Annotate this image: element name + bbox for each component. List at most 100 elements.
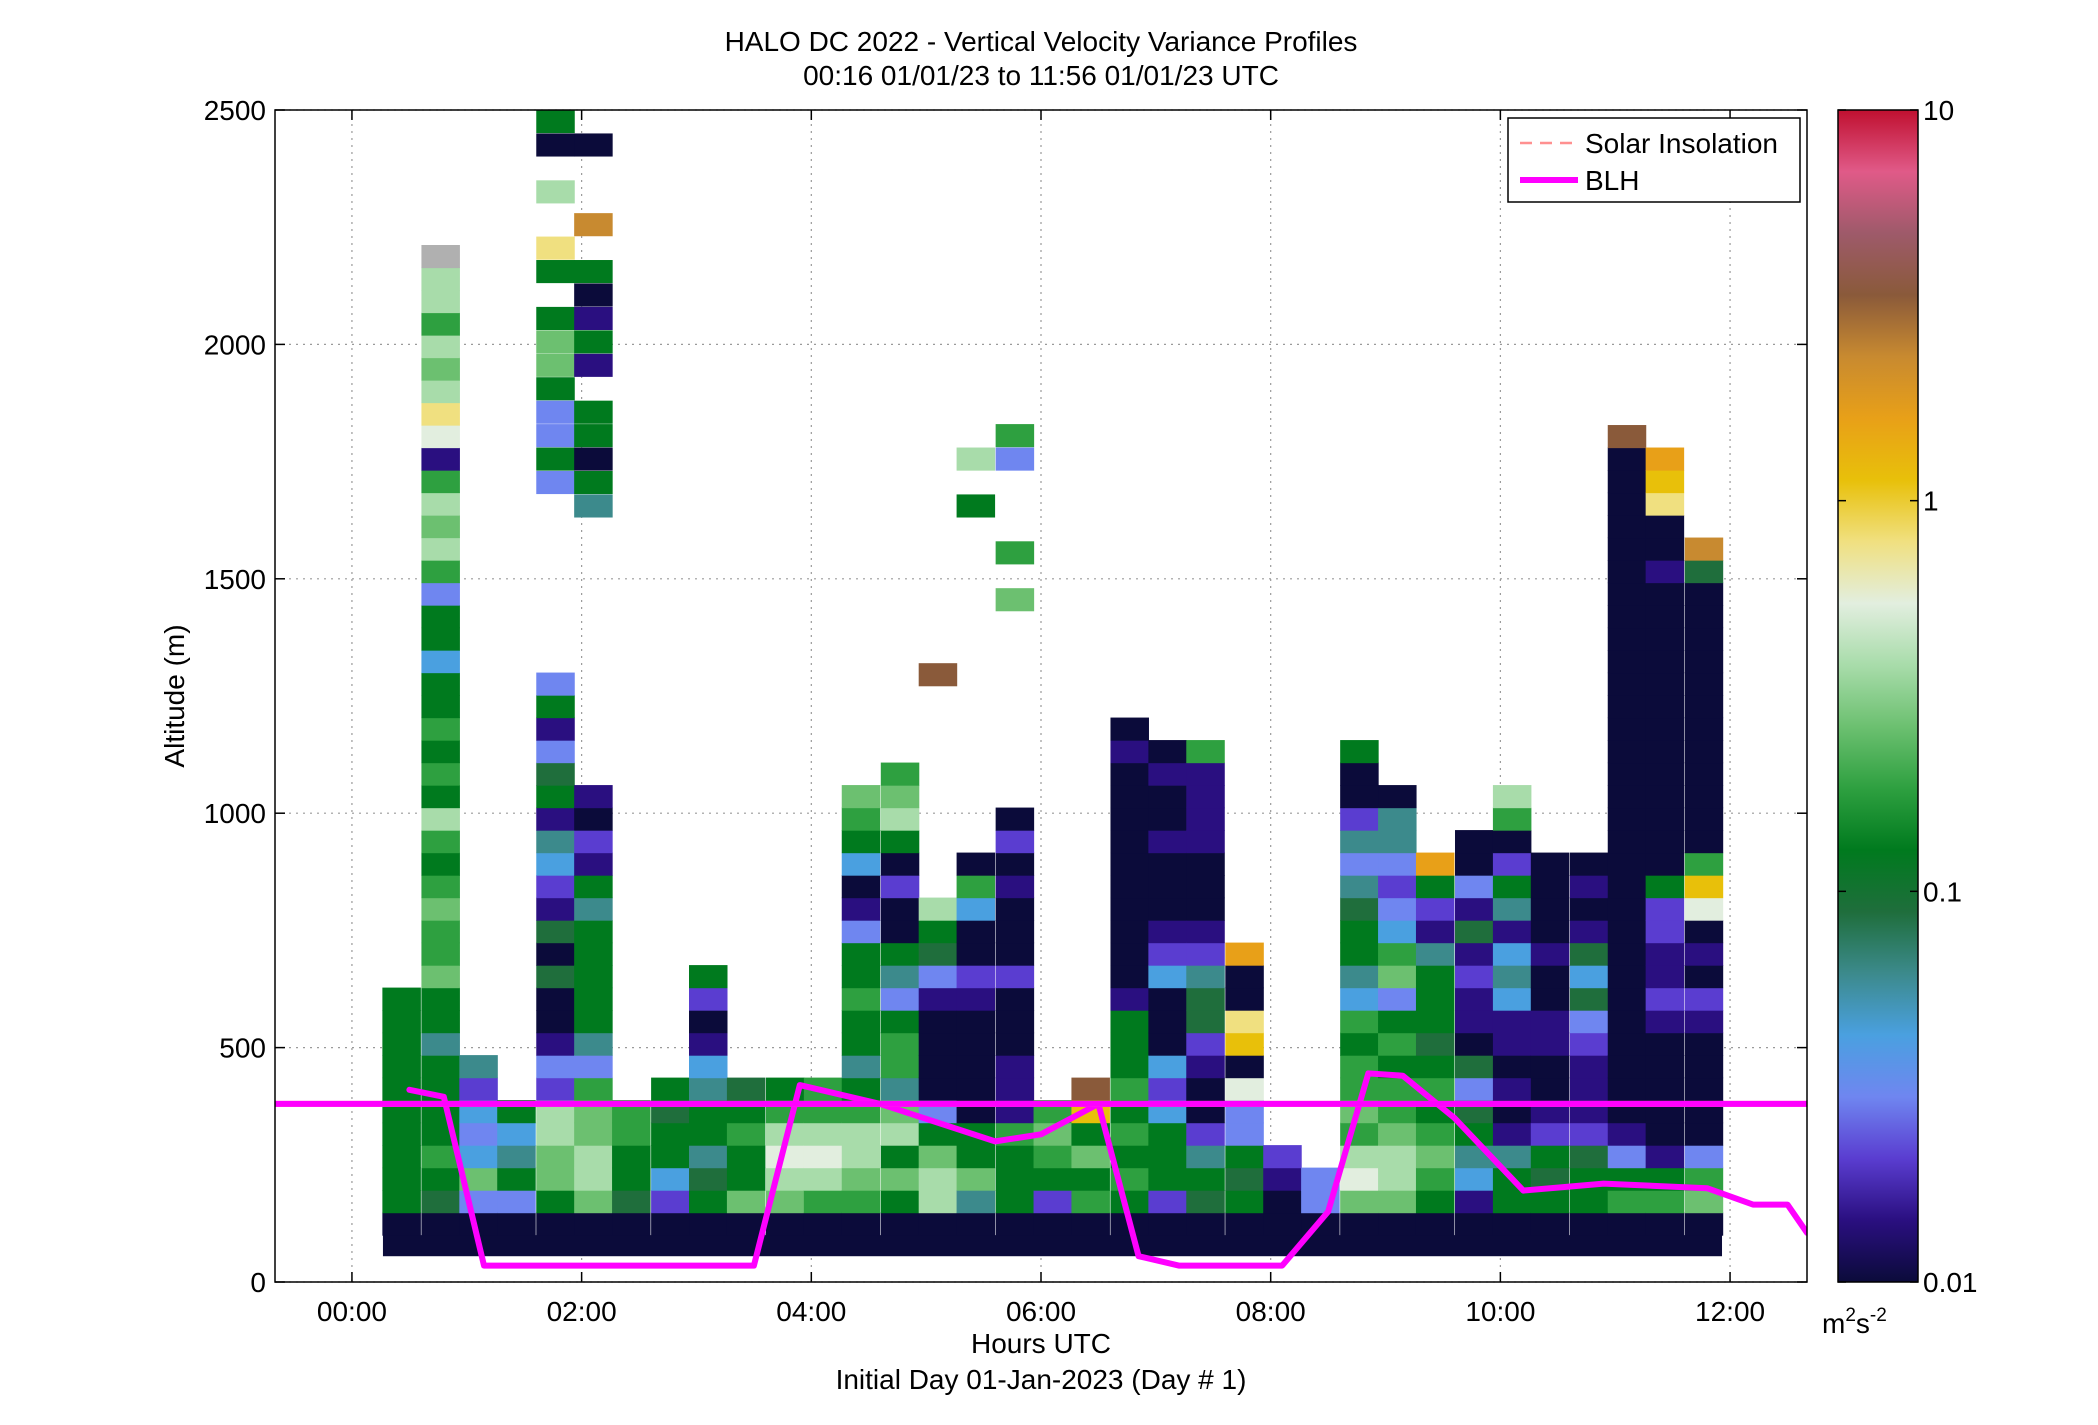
heatmap-cell — [1225, 1077, 1264, 1101]
heatmap-cell — [536, 447, 575, 471]
heatmap-cell — [1569, 1190, 1609, 1214]
heatmap-cell — [421, 897, 460, 921]
heatmap-cell — [1569, 897, 1609, 921]
heatmap-cell — [1645, 920, 1685, 944]
heatmap-cell — [880, 1077, 920, 1101]
heatmap-cell — [536, 1122, 575, 1146]
heatmap-cell — [421, 762, 460, 786]
heatmap-cell — [1378, 897, 1417, 921]
heatmap-cell — [689, 1077, 728, 1101]
heatmap-cell — [1455, 965, 1494, 989]
x-tick-label: 04:00 — [776, 1296, 846, 1327]
heatmap-cell — [1607, 605, 1647, 629]
heatmap-cell — [574, 306, 613, 330]
heatmap-cell — [382, 1167, 421, 1191]
heatmap-cell — [651, 1167, 690, 1191]
heatmap-cell — [726, 1077, 766, 1101]
heatmap-cell — [880, 807, 920, 831]
heatmap-cell — [421, 335, 460, 359]
legend: Solar Insolation BLH — [1507, 117, 1801, 203]
heatmap-cell — [421, 785, 460, 809]
heatmap-cell — [1186, 1032, 1225, 1056]
heatmap-cell — [536, 470, 575, 495]
heatmap-cell — [689, 965, 728, 989]
heatmap-cell — [841, 1212, 881, 1236]
heatmap-cell — [1684, 942, 1724, 966]
heatmap-cell — [841, 1167, 881, 1191]
heatmap-cell — [421, 965, 460, 989]
heatmap-cell — [536, 1145, 575, 1169]
heatmap-cell — [459, 1077, 498, 1101]
heatmap-cell — [1110, 1032, 1149, 1056]
heatmap-cell — [1455, 1077, 1494, 1101]
heatmap-cell — [995, 987, 1035, 1011]
heatmap-cell — [918, 942, 958, 966]
heatmap-cell — [1645, 447, 1685, 471]
heatmap-cell — [421, 1055, 460, 1079]
heatmap-cell — [574, 965, 613, 989]
x-tick-label: 08:00 — [1236, 1296, 1306, 1327]
heatmap-cell — [880, 942, 920, 966]
heatmap-cell — [536, 987, 575, 1011]
heatmap-cell — [651, 1212, 690, 1236]
heatmap-cell — [1378, 1167, 1417, 1191]
heatmap-cell — [1607, 740, 1647, 764]
heatmap-cell — [956, 852, 996, 876]
heatmap-cell — [1340, 785, 1379, 809]
heatmap-cell — [536, 717, 575, 741]
heatmap-cell — [1110, 1077, 1149, 1101]
heatmap-cell — [689, 1145, 728, 1169]
heatmap-cell — [612, 1145, 651, 1169]
heatmap-cell — [421, 1032, 460, 1056]
heatmap-cell — [1492, 852, 1532, 876]
heatmap-cell — [574, 260, 613, 284]
heatmap-cell — [421, 1010, 460, 1034]
heatmap-cell — [1148, 920, 1187, 944]
heatmap-cell — [1684, 1122, 1724, 1146]
heatmap-cell — [459, 1145, 498, 1169]
heatmap-cell — [536, 1032, 575, 1056]
heatmap-cell — [1148, 1010, 1187, 1034]
heatmap-cell — [956, 494, 996, 518]
heatmap-cell — [1071, 1077, 1110, 1101]
heatmap-cell — [382, 1055, 421, 1079]
heatmap-cell — [382, 1212, 421, 1236]
heatmap-cell — [536, 740, 575, 764]
heatmap-cell — [995, 1032, 1035, 1056]
heatmap-cell — [1415, 852, 1455, 876]
heatmap-cell — [1492, 897, 1532, 921]
heatmap-cell — [421, 807, 460, 831]
heatmap-cell — [1530, 875, 1570, 899]
heatmap-cell — [956, 897, 996, 921]
heatmap-cell — [1492, 830, 1532, 854]
heatmap-cell — [574, 942, 613, 966]
heatmap-cell — [651, 1077, 690, 1101]
heatmap-cell — [880, 875, 920, 899]
heatmap-cell — [1186, 852, 1225, 876]
heatmap-cell — [1415, 1010, 1455, 1034]
heatmap-cell — [956, 1077, 996, 1101]
heatmap-cell — [1492, 1212, 1532, 1236]
heatmap-cell — [574, 785, 613, 809]
heatmap-cell — [1607, 965, 1647, 989]
heatmap-cell — [1301, 1167, 1340, 1191]
heatmap-cell — [918, 920, 958, 944]
heatmap-cell — [574, 283, 613, 307]
heatmap-cell — [1378, 785, 1417, 809]
heatmap-cell — [421, 717, 460, 741]
heatmap-cell — [1225, 1145, 1264, 1169]
heatmap-cell — [1263, 1167, 1302, 1191]
heatmap-cell — [421, 492, 460, 516]
heatmap-cell — [1645, 695, 1685, 719]
heatmap-cell — [1186, 1167, 1225, 1191]
heatmap-cell — [1607, 695, 1647, 719]
legend-blh-label: BLH — [1585, 165, 1639, 196]
heatmap-cell — [1607, 942, 1647, 966]
heatmap-cell — [689, 1055, 728, 1079]
heatmap-cell — [574, 424, 613, 448]
colorbar-tick-label: 0.01 — [1923, 1267, 1978, 1298]
heatmap-cell — [689, 1212, 728, 1236]
heatmap-cell — [1340, 942, 1379, 966]
heatmap-cell — [1607, 785, 1647, 809]
heatmap-cell — [1071, 1122, 1110, 1146]
